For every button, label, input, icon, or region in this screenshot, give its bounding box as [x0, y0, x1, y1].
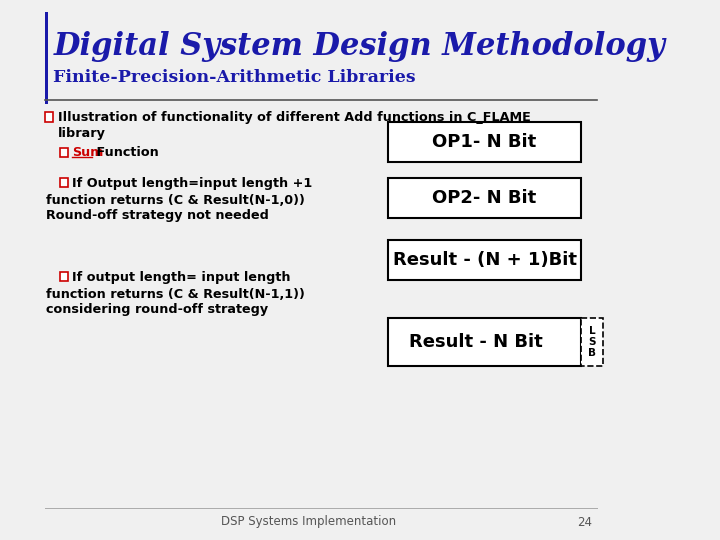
Bar: [60, 272, 68, 281]
Text: Result - (N + 1)Bit: Result - (N + 1)Bit: [392, 251, 577, 269]
Text: considering round-off strategy: considering round-off strategy: [46, 303, 269, 316]
Text: OP1- N Bit: OP1- N Bit: [433, 133, 536, 151]
Text: Sum: Sum: [72, 146, 104, 159]
Text: Finite-Precision-Arithmetic Libraries: Finite-Precision-Arithmetic Libraries: [53, 70, 416, 86]
Bar: [60, 148, 68, 157]
Bar: [45, 112, 53, 122]
Bar: [388, 122, 581, 162]
Text: function returns (C & Result(N-1,1)): function returns (C & Result(N-1,1)): [46, 287, 305, 300]
Bar: [60, 178, 68, 187]
Text: library: library: [58, 127, 107, 140]
Text: function returns (C & Result(N-1,0)): function returns (C & Result(N-1,0)): [46, 193, 305, 206]
Bar: [45, 12, 48, 104]
Text: Illustration of functionality of different Add functions in C_FLAME: Illustration of functionality of differe…: [58, 111, 531, 125]
Text: Result - N Bit: Result - N Bit: [409, 333, 543, 351]
Text: Digital System Design Methodology: Digital System Design Methodology: [53, 30, 665, 62]
Text: 24: 24: [577, 516, 593, 529]
Text: If output length= input length: If output length= input length: [72, 271, 291, 284]
Text: DSP Systems Implementation: DSP Systems Implementation: [222, 516, 397, 529]
Bar: [581, 318, 603, 366]
Text: L
S
B: L S B: [588, 326, 596, 358]
Text: If Output length=input length +1: If Output length=input length +1: [72, 177, 312, 190]
Bar: [388, 178, 581, 218]
Bar: [388, 318, 581, 366]
Text: OP2- N Bit: OP2- N Bit: [433, 189, 536, 207]
Text: Round-off strategy not needed: Round-off strategy not needed: [46, 210, 269, 222]
Bar: [388, 240, 581, 280]
Text: Function: Function: [92, 146, 158, 159]
